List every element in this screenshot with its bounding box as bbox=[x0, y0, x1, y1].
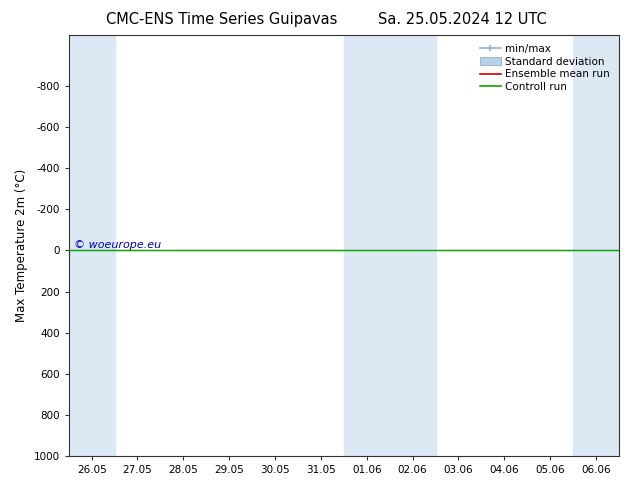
Bar bbox=[68, 35, 115, 456]
Bar bbox=[344, 35, 436, 456]
Y-axis label: Max Temperature 2m (°C): Max Temperature 2m (°C) bbox=[15, 169, 28, 322]
Text: © woeurope.eu: © woeurope.eu bbox=[74, 241, 161, 250]
Bar bbox=[573, 35, 619, 456]
Text: Sa. 25.05.2024 12 UTC: Sa. 25.05.2024 12 UTC bbox=[378, 12, 547, 27]
Legend: min/max, Standard deviation, Ensemble mean run, Controll run: min/max, Standard deviation, Ensemble me… bbox=[476, 40, 614, 96]
Text: CMC-ENS Time Series Guipavas: CMC-ENS Time Series Guipavas bbox=[107, 12, 337, 27]
